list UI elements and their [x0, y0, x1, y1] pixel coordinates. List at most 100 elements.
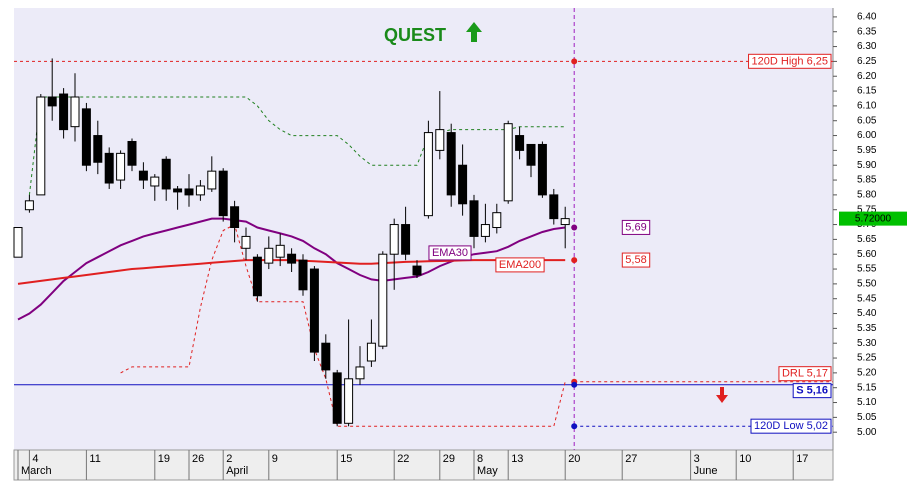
candle-body — [366, 342, 376, 362]
candle-body — [13, 227, 23, 258]
x-tick-label: 8 — [477, 453, 483, 465]
level-dot — [571, 423, 578, 430]
candle-body — [241, 235, 251, 249]
end-label: 5,69 — [625, 221, 646, 233]
candle-body — [70, 96, 80, 128]
y-tick-label: 5.00 — [857, 427, 877, 438]
candle-body — [401, 224, 411, 255]
y-tick-label: 6.25 — [857, 56, 877, 67]
month-label: March — [21, 465, 52, 477]
series-label: EMA30 — [432, 247, 468, 259]
candle-body — [480, 224, 490, 237]
candle-body — [321, 342, 331, 371]
candle-body — [469, 200, 479, 237]
candle-body — [435, 129, 445, 151]
end-label: 5,58 — [625, 254, 646, 266]
candle-body — [93, 135, 103, 163]
candle-body — [59, 93, 69, 131]
level-label: 120D High 6,25 — [752, 55, 828, 67]
candle-body — [355, 366, 365, 380]
x-tick-label: 9 — [272, 453, 278, 465]
y-tick-label: 6.35 — [857, 26, 877, 37]
series-label-box — [495, 257, 545, 273]
candle-body — [230, 206, 240, 229]
y-tick-label: 6.30 — [857, 41, 877, 52]
price-marker-box — [839, 211, 907, 226]
candle-body — [116, 152, 126, 181]
y-tick-label: 5.80 — [857, 190, 877, 201]
candle-body — [492, 212, 502, 229]
x-tick-label: 22 — [397, 453, 409, 465]
x-tick-label: 3 — [694, 453, 700, 465]
plot-area — [14, 8, 833, 450]
level-label-box — [778, 366, 832, 382]
end-label-box — [621, 219, 651, 235]
candle-body — [24, 200, 34, 211]
y-tick-label: 6.10 — [857, 101, 877, 112]
candle-body — [526, 143, 536, 166]
candle-body — [503, 123, 513, 202]
y-tick-label: 5.95 — [857, 145, 877, 156]
month-label: April — [226, 465, 248, 477]
level-dot — [571, 58, 578, 65]
candle-body — [264, 247, 274, 264]
end-label-box — [621, 252, 651, 268]
candle-body — [515, 135, 525, 151]
candle-body — [378, 253, 388, 347]
candle-body — [47, 96, 57, 107]
y-tick-label: 5.25 — [857, 353, 877, 364]
candle-body — [560, 218, 570, 226]
y-tick-label: 5.35 — [857, 323, 877, 334]
month-label: June — [694, 465, 718, 477]
level-dot — [571, 381, 578, 388]
y-tick-label: 5.90 — [857, 160, 877, 171]
down-arrow — [716, 387, 728, 403]
y-tick-label: 5.85 — [857, 175, 877, 186]
candle-body — [36, 96, 46, 196]
candle-body — [195, 185, 205, 196]
level-label: 120D Low 5,02 — [754, 420, 828, 432]
candle-body — [138, 170, 148, 181]
y-tick-label: 6.20 — [857, 71, 877, 82]
x-tick-label: 17 — [796, 453, 808, 465]
y-tick-label: 5.60 — [857, 249, 877, 260]
x-tick-label: 2 — [226, 453, 232, 465]
x-tick-label: 15 — [340, 453, 352, 465]
series-label: EMA200 — [499, 259, 541, 271]
candle-body — [184, 188, 194, 196]
candle-body — [127, 140, 137, 166]
candle-body — [537, 143, 547, 196]
x-tick-label: 27 — [625, 453, 637, 465]
candle-body — [332, 372, 342, 424]
y-tick-label: 5.40 — [857, 308, 877, 319]
candle-body — [446, 132, 456, 196]
y-tick-label: 5.50 — [857, 279, 877, 290]
y-tick-label: 5.65 — [857, 234, 877, 245]
y-tick-label: 5.30 — [857, 338, 877, 349]
candle-body — [218, 170, 228, 217]
candle-body — [412, 265, 422, 276]
level-label: DRL 5,17 — [782, 368, 828, 380]
candle-body — [150, 176, 160, 187]
level-label-box — [748, 53, 832, 69]
x-tick-label: 10 — [739, 453, 751, 465]
x-tick-label: 26 — [192, 453, 204, 465]
price-marker-label: 5.72000 — [855, 213, 892, 224]
x-tick-label: 13 — [511, 453, 523, 465]
level-label: S 5,16 — [796, 385, 828, 397]
ema-line — [17, 217, 566, 321]
y-tick-label: 6.40 — [857, 12, 877, 23]
candle-body — [252, 256, 262, 297]
candle-body — [389, 224, 399, 255]
y-tick-label: 6.15 — [857, 86, 877, 97]
y-tick-label: 6.00 — [857, 130, 877, 141]
candle-body — [161, 158, 171, 190]
y-tick-label: 5.10 — [857, 397, 877, 408]
candle-body — [549, 194, 559, 220]
x-axis-strip — [13, 449, 834, 481]
candle-body — [309, 268, 319, 353]
channel-line — [28, 96, 566, 195]
level-label-box — [750, 418, 832, 434]
y-tick-label: 6.05 — [857, 115, 877, 126]
